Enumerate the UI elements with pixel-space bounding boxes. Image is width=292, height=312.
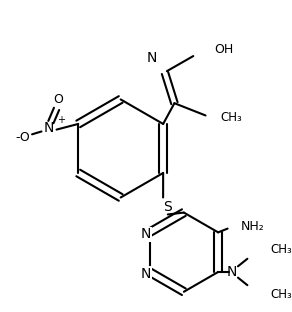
- Text: CH₃: CH₃: [270, 288, 292, 301]
- Text: OH: OH: [214, 43, 233, 56]
- Text: -O: -O: [15, 131, 30, 144]
- Text: CH₃: CH₃: [221, 111, 242, 124]
- Text: N: N: [227, 265, 237, 279]
- Text: +: +: [57, 115, 65, 125]
- Text: N: N: [141, 227, 151, 241]
- Text: O: O: [53, 93, 63, 106]
- Text: S: S: [164, 200, 172, 214]
- Text: CH₃: CH₃: [270, 243, 292, 256]
- Text: N: N: [44, 121, 54, 135]
- Text: N: N: [141, 267, 151, 281]
- Text: NH₂: NH₂: [241, 220, 265, 233]
- Text: N: N: [147, 51, 157, 66]
